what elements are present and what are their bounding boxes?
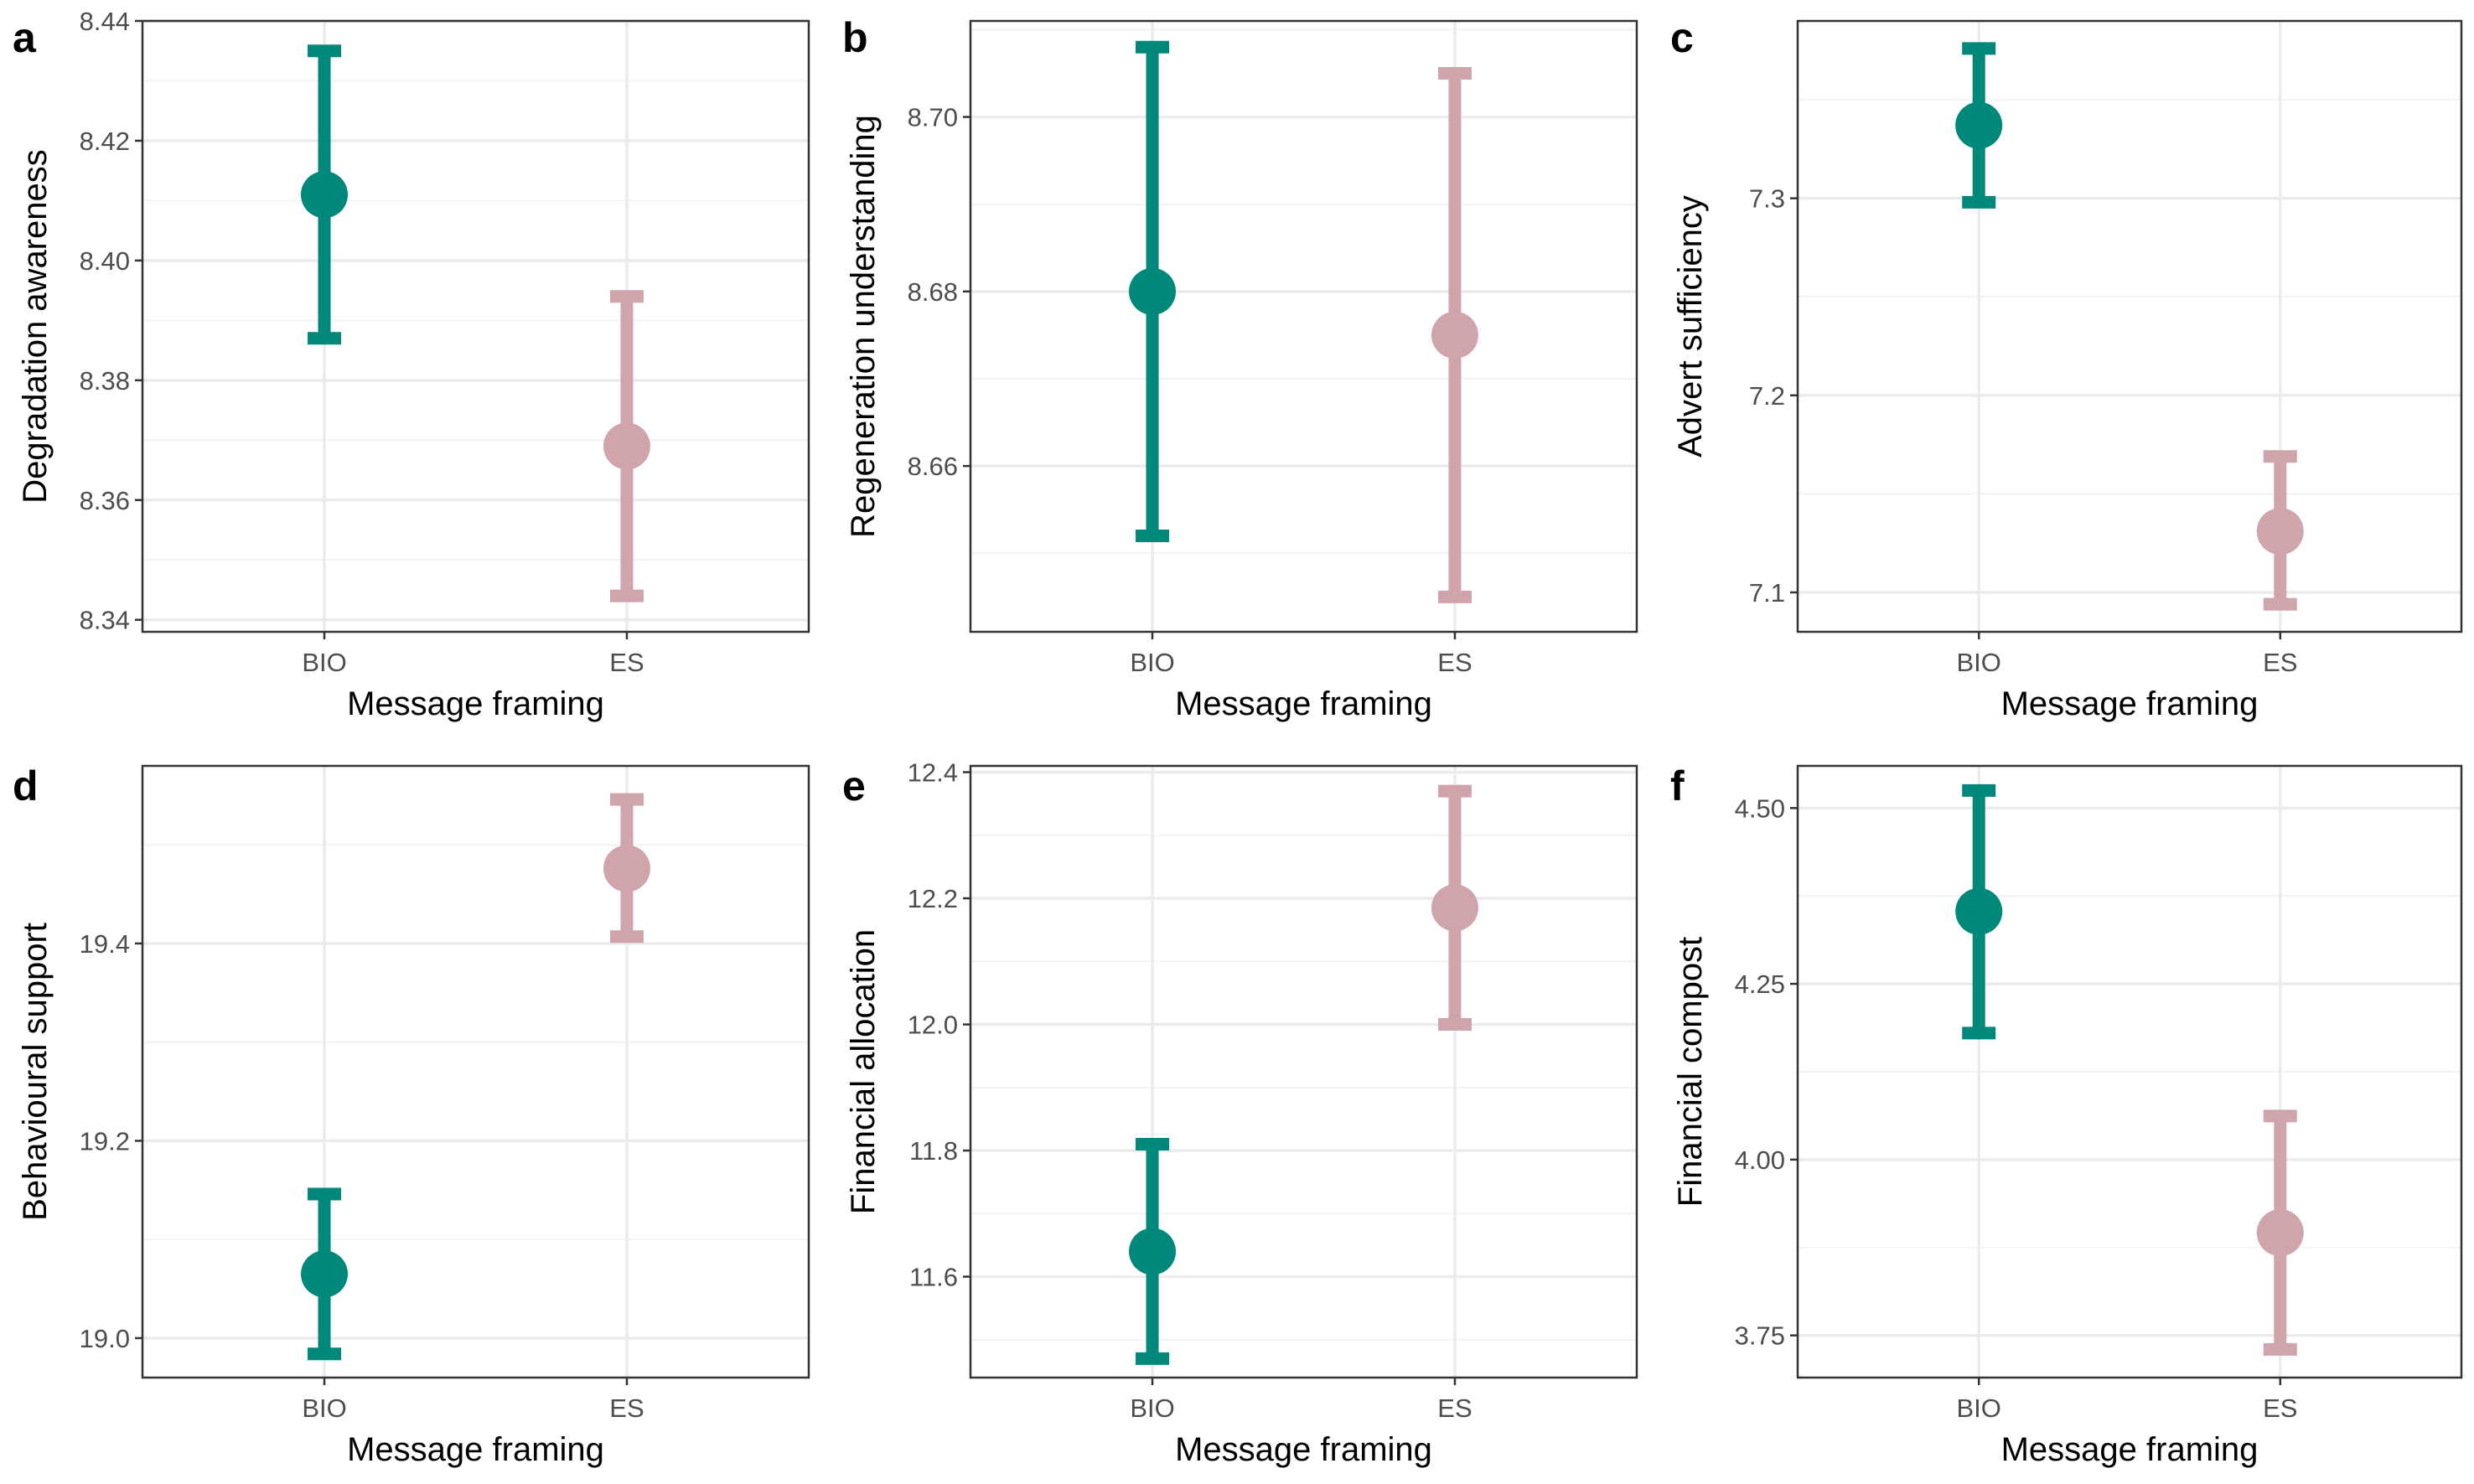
- mean-point-ES: [1431, 884, 1478, 932]
- panel-letter: c: [1670, 14, 1694, 61]
- panel-border: [1796, 19, 2463, 633]
- mean-point-ES: [603, 845, 650, 892]
- y-tick-label: 7.2: [1749, 381, 1785, 411]
- y-axis-title: Degradation awareness: [17, 149, 54, 503]
- panel-letter: a: [13, 14, 37, 61]
- y-tick-label: 11.8: [909, 1136, 958, 1166]
- x-tick-label: ES: [1437, 648, 1472, 677]
- x-tick-label: BIO: [302, 648, 346, 677]
- mean-point-ES: [603, 422, 650, 470]
- panel-letter: b: [842, 14, 868, 61]
- panel-border: [969, 19, 1638, 633]
- mean-point-ES: [2256, 1209, 2304, 1257]
- x-tick-label: ES: [609, 648, 644, 677]
- x-tick-label: ES: [2263, 648, 2297, 677]
- x-tick-label: BIO: [1130, 1394, 1174, 1423]
- mean-point-BIO: [1955, 887, 2003, 935]
- y-tick-label: 8.66: [908, 452, 958, 481]
- panel-background: [970, 21, 1637, 632]
- y-tick-label: 3.75: [1735, 1321, 1785, 1351]
- x-axis-title: Message framing: [1175, 685, 1432, 722]
- mean-point-BIO: [301, 171, 349, 219]
- x-tick-label: BIO: [1130, 648, 1174, 677]
- y-tick-label: 7.3: [1749, 184, 1785, 214]
- panel-border: [1796, 764, 2463, 1379]
- panel-letter: d: [13, 763, 39, 809]
- x-axis-title: Message framing: [2001, 1431, 2259, 1468]
- mean-point-ES: [1431, 311, 1478, 359]
- y-tick-label: 19.2: [80, 1126, 130, 1156]
- x-tick-label: BIO: [1957, 1394, 2001, 1423]
- y-tick-label: 8.36: [80, 486, 130, 515]
- y-tick-label: 11.6: [909, 1263, 958, 1292]
- x-axis-title: Message framing: [347, 685, 604, 722]
- panel-border: [141, 19, 810, 633]
- y-tick-label: 8.40: [80, 246, 130, 276]
- x-tick-label: ES: [2263, 1394, 2297, 1423]
- mean-point-BIO: [1129, 267, 1177, 315]
- y-tick-label: 4.00: [1735, 1145, 1785, 1175]
- y-tick-label: 4.50: [1735, 794, 1785, 823]
- y-axis-title: Advert sufficiency: [1672, 195, 1709, 458]
- panel-letter: f: [1670, 763, 1685, 809]
- y-axis-title: Financial compost: [1672, 937, 1709, 1207]
- x-tick-label: ES: [1437, 1394, 1472, 1423]
- y-axis-title: Regeneration understanding: [845, 115, 882, 538]
- x-tick-label: ES: [609, 1394, 644, 1423]
- mean-point-BIO: [301, 1250, 349, 1298]
- panel-background: [1798, 21, 2461, 632]
- y-tick-label: 8.68: [908, 277, 958, 307]
- panel-border: [141, 764, 810, 1379]
- y-tick-label: 19.4: [80, 929, 130, 959]
- y-tick-label: 8.42: [80, 127, 130, 156]
- panel-letter: e: [842, 763, 866, 809]
- y-tick-label: 19.0: [80, 1324, 130, 1353]
- panel-background: [142, 21, 809, 632]
- x-tick-label: BIO: [302, 1394, 346, 1423]
- y-tick-label: 12.0: [908, 1011, 958, 1040]
- panel-background: [142, 766, 809, 1378]
- x-axis-title: Message framing: [347, 1431, 604, 1468]
- y-axis-title: Financial allocation: [845, 929, 882, 1214]
- y-tick-label: 12.2: [908, 884, 958, 913]
- y-tick-label: 12.4: [908, 758, 958, 788]
- y-tick-label: 7.1: [1749, 578, 1785, 608]
- y-tick-label: 8.34: [80, 606, 130, 635]
- y-tick-label: 8.70: [908, 103, 958, 132]
- y-tick-label: 8.44: [80, 7, 130, 36]
- x-axis-title: Message framing: [2001, 685, 2259, 722]
- mean-point-ES: [2256, 508, 2304, 556]
- y-axis-title: Behavioural support: [17, 923, 54, 1221]
- x-axis-title: Message framing: [1175, 1431, 1432, 1468]
- x-tick-label: BIO: [1957, 648, 2001, 677]
- y-tick-label: 4.25: [1735, 970, 1785, 999]
- panel-border: [969, 764, 1638, 1379]
- y-tick-label: 8.38: [80, 366, 130, 396]
- mean-point-BIO: [1955, 101, 2003, 149]
- panel-background: [970, 766, 1637, 1378]
- mean-point-BIO: [1129, 1228, 1177, 1275]
